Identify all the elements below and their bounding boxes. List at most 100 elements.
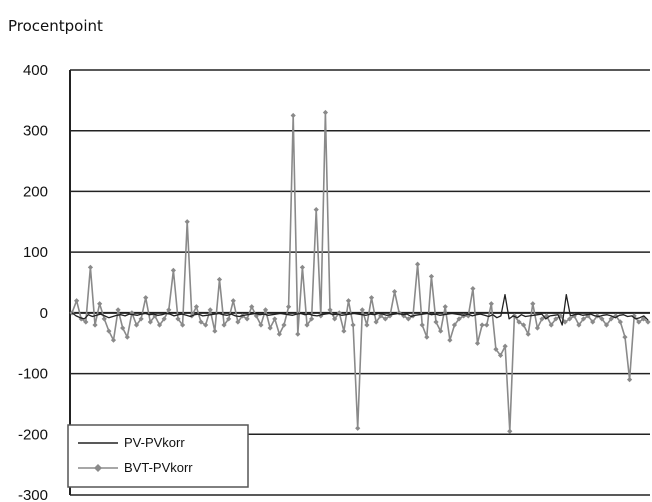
data-point	[129, 310, 135, 316]
data-point	[106, 328, 112, 334]
data-point	[147, 319, 153, 325]
data-point	[415, 261, 421, 267]
legend-label-pv: PV-PVkorr	[124, 435, 185, 450]
data-point	[332, 316, 338, 322]
data-point	[364, 322, 370, 328]
data-point	[350, 322, 356, 328]
data-point	[576, 322, 582, 328]
data-point	[304, 322, 310, 328]
data-point	[309, 316, 315, 322]
data-point	[636, 319, 642, 325]
data-point	[166, 307, 172, 313]
legend-swatch-bvt-marker	[94, 464, 102, 472]
data-point	[373, 319, 379, 325]
data-point	[451, 322, 458, 328]
data-point	[216, 276, 223, 283]
data-point	[368, 295, 375, 301]
data-point	[567, 316, 573, 322]
data-point	[276, 331, 282, 337]
data-point	[484, 322, 490, 328]
data-point	[617, 319, 623, 325]
data-point	[359, 307, 365, 313]
data-point	[170, 267, 176, 273]
data-point	[391, 289, 398, 295]
data-point	[156, 322, 163, 328]
series-bvt-pvkorr	[69, 109, 651, 434]
data-point	[120, 325, 126, 331]
y-tick-label: 300	[23, 123, 48, 140]
data-point	[285, 304, 292, 310]
data-point	[520, 322, 527, 328]
y-tick-label: -200	[18, 426, 48, 443]
data-point	[516, 319, 522, 325]
data-point	[645, 319, 651, 325]
data-point	[530, 301, 536, 307]
data-point	[83, 319, 89, 325]
data-point	[571, 313, 577, 319]
data-point	[493, 346, 499, 352]
data-point	[497, 352, 504, 358]
data-point	[101, 316, 107, 322]
data-point	[322, 109, 329, 116]
data-point	[184, 219, 190, 225]
data-point	[626, 377, 633, 383]
data-point	[221, 322, 227, 328]
data-point	[345, 298, 352, 304]
data-point	[613, 313, 619, 319]
data-point	[281, 322, 287, 328]
data-point	[355, 425, 361, 431]
data-point	[442, 304, 448, 310]
data-point	[203, 322, 209, 328]
data-point	[341, 328, 347, 334]
data-point	[424, 334, 430, 340]
data-point	[226, 316, 232, 322]
data-point	[336, 310, 342, 316]
legend-box	[67, 424, 249, 488]
data-point	[152, 313, 158, 319]
data-point	[272, 316, 278, 322]
data-point	[539, 316, 545, 322]
data-point	[69, 310, 75, 316]
data-point	[327, 307, 333, 313]
data-point	[456, 316, 462, 322]
data-point	[175, 316, 181, 322]
data-point	[599, 316, 605, 322]
data-point	[396, 310, 402, 316]
data-point	[249, 304, 255, 310]
data-point	[474, 340, 481, 346]
data-point	[534, 325, 541, 331]
data-point	[290, 112, 296, 119]
data-point	[405, 316, 411, 322]
series-pv-pvkorr	[71, 293, 649, 326]
data-point	[267, 325, 273, 331]
data-point	[447, 337, 453, 343]
data-point	[590, 319, 596, 325]
data-point	[544, 313, 550, 319]
data-point	[428, 273, 435, 280]
data-point	[161, 316, 167, 322]
data-point	[295, 331, 301, 337]
data-point	[438, 328, 444, 334]
data-point	[207, 307, 213, 313]
y-tick-label: 200	[23, 183, 48, 200]
data-point	[479, 322, 485, 328]
y-tick-label: 100	[23, 244, 48, 261]
data-point	[433, 319, 439, 325]
data-point	[382, 316, 388, 322]
data-point	[603, 322, 610, 328]
data-point	[230, 298, 236, 304]
data-point	[488, 301, 494, 307]
data-point	[502, 343, 508, 349]
data-point	[124, 334, 130, 340]
data-point	[318, 313, 324, 319]
data-point	[198, 319, 204, 325]
y-tick-label: -300	[18, 487, 48, 502]
data-point	[631, 313, 637, 319]
data-point	[525, 331, 531, 337]
data-point	[299, 264, 305, 270]
data-point	[470, 285, 476, 292]
data-point	[110, 337, 117, 343]
data-point	[212, 328, 218, 334]
data-point	[387, 313, 393, 319]
